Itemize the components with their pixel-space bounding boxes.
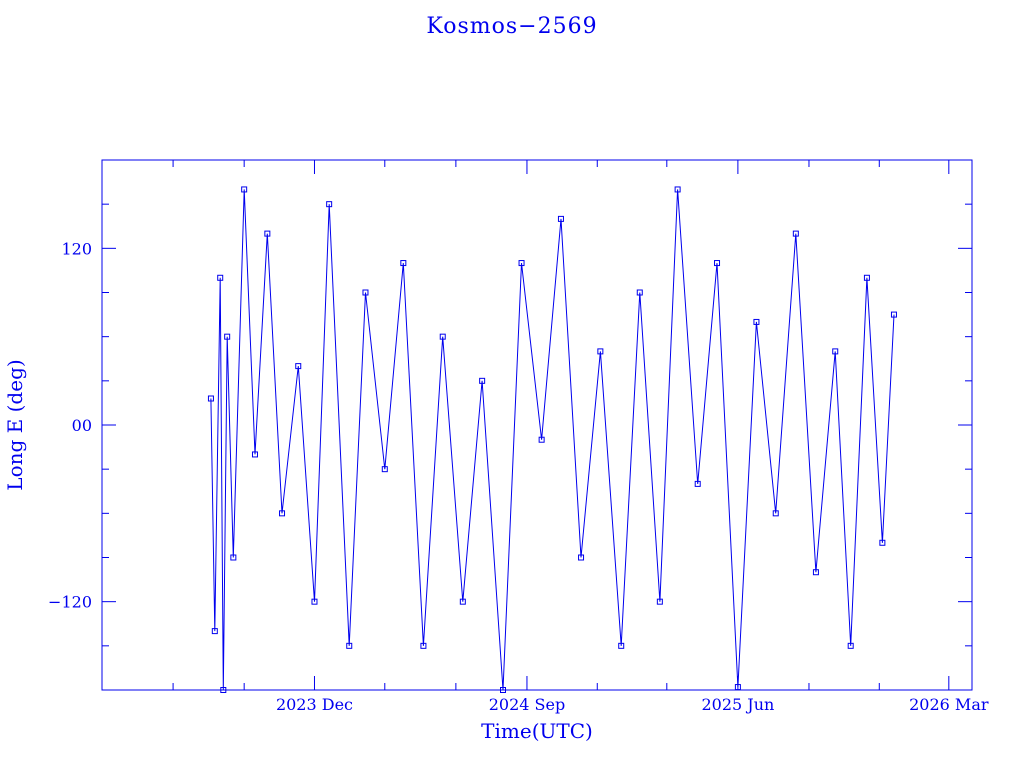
- data-point: [230, 554, 237, 561]
- data-point: [381, 466, 388, 473]
- x-tick-label: 2025 Jun: [701, 695, 774, 714]
- data-point: [772, 510, 779, 517]
- data-point: [832, 348, 839, 355]
- data-point: [279, 510, 286, 517]
- x-tick-label: 2024 Sep: [489, 695, 565, 714]
- data-point: [863, 274, 870, 281]
- data-point: [656, 598, 663, 605]
- data-point: [538, 436, 545, 443]
- data-point: [311, 598, 318, 605]
- x-axis-label: Time(UTC): [481, 719, 593, 743]
- data-point: [847, 642, 854, 649]
- data-point: [674, 186, 681, 193]
- data-point: [500, 687, 507, 693]
- data-point: [295, 363, 302, 370]
- x-tick-label: 2026 Mar: [909, 695, 989, 714]
- data-point: [224, 333, 231, 340]
- data-point: [618, 642, 625, 649]
- plot-frame: [101, 159, 973, 691]
- data-point: [714, 260, 721, 267]
- data-point: [220, 687, 227, 693]
- data-point: [694, 480, 701, 487]
- data-point: [362, 289, 369, 296]
- data-point: [879, 539, 886, 546]
- data-point: [890, 311, 897, 318]
- series-line: [210, 189, 895, 691]
- data-point: [636, 289, 643, 296]
- y-tick-label: 120: [61, 239, 92, 258]
- data-point: [241, 186, 248, 193]
- data-point: [597, 348, 604, 355]
- data-point: [557, 215, 564, 222]
- data-point: [326, 201, 333, 208]
- data-point: [207, 395, 214, 402]
- y-tick-label: 00: [72, 416, 92, 435]
- x-tick-label: 2023 Dec: [276, 695, 353, 714]
- data-point: [217, 274, 224, 281]
- data-point: [812, 569, 819, 576]
- data-point: [346, 642, 353, 649]
- data-point: [479, 377, 486, 384]
- y-axis-label: Long E (deg): [3, 359, 27, 490]
- y-tick-label: −120: [48, 593, 92, 612]
- data-point: [753, 318, 760, 325]
- chart-title: Kosmos−2569: [426, 14, 598, 39]
- data-point: [439, 333, 446, 340]
- data-point: [420, 642, 427, 649]
- tick-group: 120 00 −120 2023 Dec 2024 Sep 2025 Jun 2026 Ma…: [48, 160, 989, 714]
- data-point: [518, 260, 525, 267]
- data-point: [251, 451, 258, 458]
- data-point: [211, 628, 218, 635]
- trace-group: [207, 186, 897, 693]
- data-point: [578, 554, 585, 561]
- data-point: [459, 598, 466, 605]
- data-point: [792, 230, 799, 237]
- data-point: [400, 260, 407, 267]
- data-point: [264, 230, 271, 237]
